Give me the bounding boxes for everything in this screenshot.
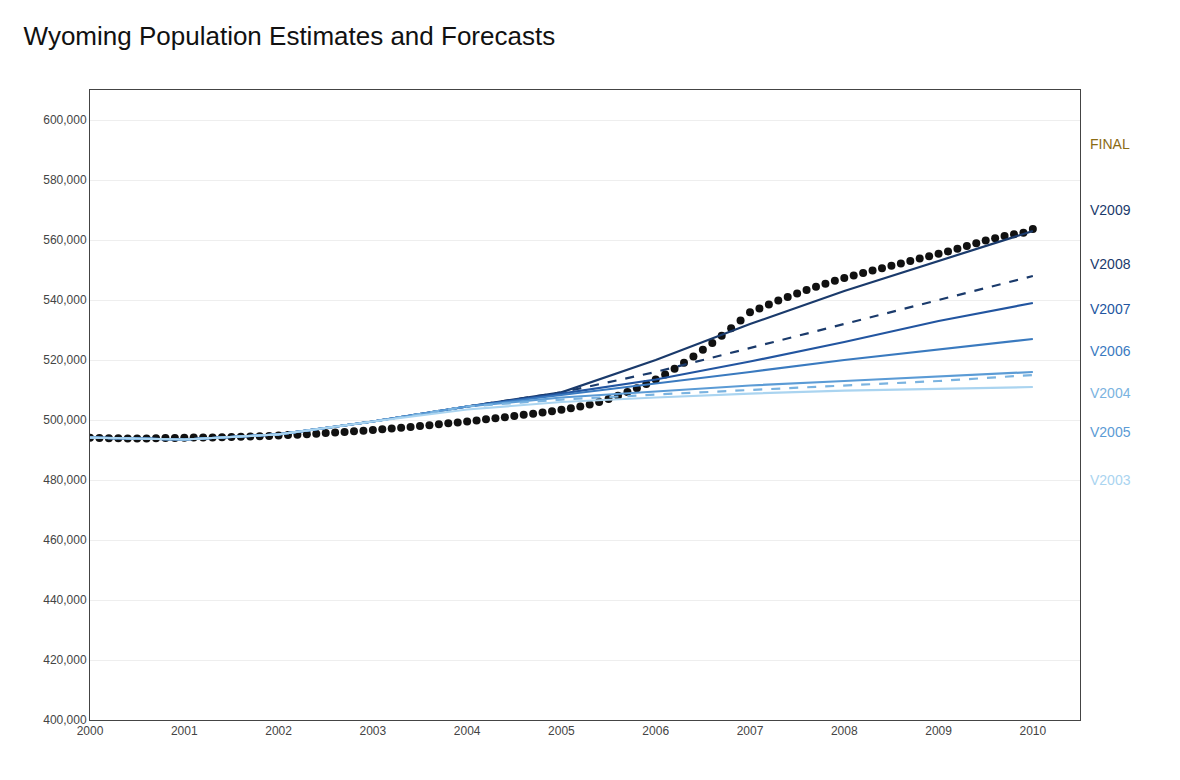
svg-text:560,000: 560,000: [43, 233, 87, 247]
svg-text:2002: 2002: [265, 724, 292, 738]
svg-text:500,000: 500,000: [43, 413, 87, 427]
svg-text:V2008: V2008: [1090, 256, 1131, 272]
svg-text:420,000: 420,000: [43, 653, 87, 667]
svg-text:440,000: 440,000: [43, 593, 87, 607]
svg-text:480,000: 480,000: [43, 473, 87, 487]
svg-text:V2005: V2005: [1090, 424, 1131, 440]
svg-text:2001: 2001: [171, 724, 198, 738]
svg-text:400,000: 400,000: [43, 713, 87, 727]
svg-text:2010: 2010: [1020, 724, 1047, 738]
svg-text:2003: 2003: [360, 724, 387, 738]
svg-text:2006: 2006: [642, 724, 669, 738]
svg-text:Wyoming Population Estimates a: Wyoming Population Estimates and Forecas…: [24, 21, 556, 51]
svg-text:V2003: V2003: [1090, 472, 1131, 488]
svg-text:2004: 2004: [454, 724, 481, 738]
svg-text:540,000: 540,000: [43, 293, 87, 307]
svg-text:V2006: V2006: [1090, 343, 1131, 359]
svg-text:2007: 2007: [737, 724, 764, 738]
svg-text:460,000: 460,000: [43, 533, 87, 547]
svg-text:580,000: 580,000: [43, 173, 87, 187]
svg-text:2008: 2008: [831, 724, 858, 738]
svg-text:600,000: 600,000: [43, 113, 87, 127]
svg-text:V2009: V2009: [1090, 202, 1131, 218]
svg-text:520,000: 520,000: [43, 353, 87, 367]
svg-text:V2004: V2004: [1090, 385, 1131, 401]
svg-text:2005: 2005: [548, 724, 575, 738]
svg-text:FINAL: FINAL: [1090, 136, 1130, 152]
svg-text:2009: 2009: [925, 724, 952, 738]
svg-text:2000: 2000: [77, 724, 104, 738]
svg-text:V2007: V2007: [1090, 301, 1131, 317]
